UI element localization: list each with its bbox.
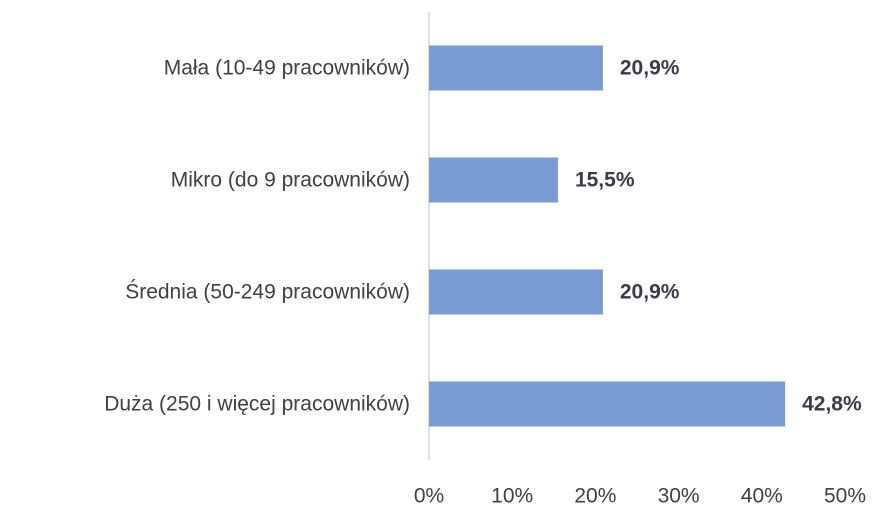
bar: [429, 381, 786, 427]
value-label: 20,9%: [620, 281, 680, 304]
x-tick-label: 20%: [574, 485, 616, 506]
y-tick-label: Średnia (50-249 pracowników): [125, 280, 410, 304]
value-label: 42,8%: [802, 393, 862, 416]
value-label: 15,5%: [575, 169, 635, 192]
value-label: 20,9%: [620, 57, 680, 80]
x-tick-label: 30%: [658, 485, 700, 506]
bar: [429, 269, 603, 315]
y-tick-label: Mała (10-49 pracowników): [164, 57, 410, 80]
x-tick-label: 10%: [491, 485, 533, 506]
bar: [429, 45, 603, 91]
x-tick-label: 40%: [741, 485, 783, 506]
x-tick-label: 50%: [824, 485, 866, 506]
x-tick-label: 0%: [414, 485, 444, 506]
y-tick-label: Mikro (do 9 pracowników): [171, 169, 410, 192]
bar: [429, 157, 558, 203]
y-tick-label: Duża (250 i więcej pracowników): [104, 393, 410, 416]
